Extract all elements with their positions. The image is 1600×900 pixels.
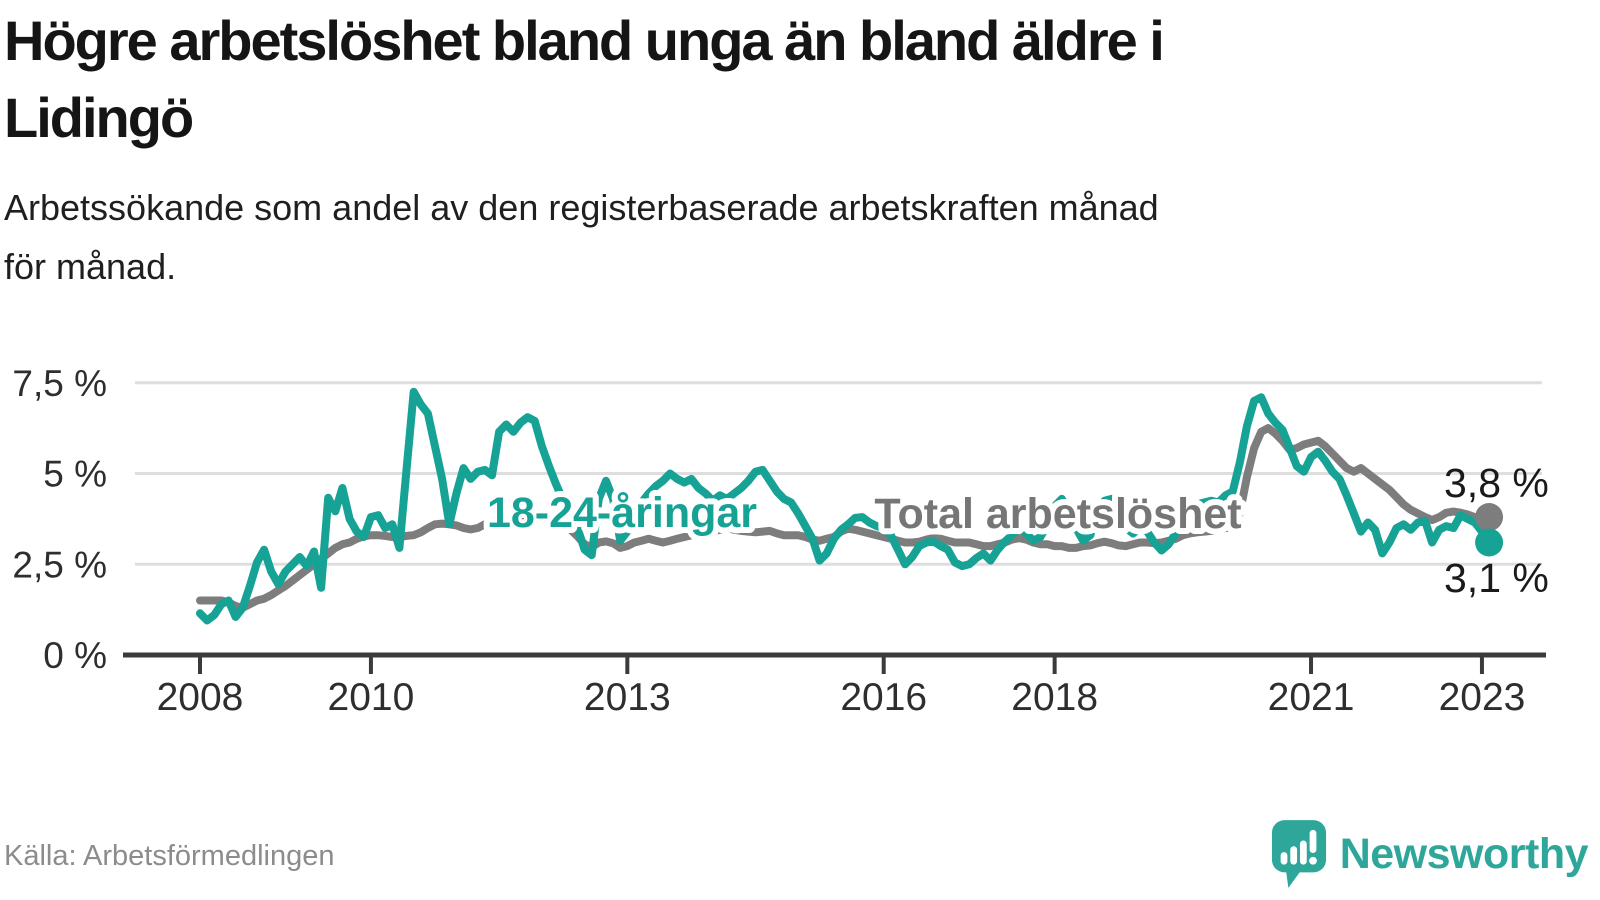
y-axis-labels: 0 % 2,5 % 5 % 7,5 % <box>12 363 107 676</box>
x-tick-label: 2023 <box>1439 676 1526 719</box>
end-dot-youth <box>1475 528 1504 557</box>
x-tick-label: 2018 <box>1011 676 1098 719</box>
y-tick-label: 5 % <box>43 454 107 495</box>
source-attribution: Källa: Arbetsförmedlingen <box>4 840 335 872</box>
subtitle-line-1: Arbetssökande som andel av den registerb… <box>4 187 1159 228</box>
newsworthy-logo-icon <box>1271 820 1326 888</box>
series-label-youth: 18-24-åringar <box>487 489 757 537</box>
y-tick-label: 2,5 % <box>12 544 107 585</box>
x-tick-label: 2021 <box>1268 676 1355 719</box>
x-tick-label: 2016 <box>840 676 927 719</box>
series-end-dots <box>1475 503 1504 557</box>
title-line-2: Lidingö <box>4 86 194 150</box>
chart-subtitle: Arbetssökande som andel av den registerb… <box>4 178 1544 297</box>
y-tick-label: 0 % <box>43 635 107 676</box>
x-tick-label: 2010 <box>328 676 415 719</box>
end-value-label-total: 3,8 % <box>1444 460 1549 506</box>
series-label-total: Total arbetslöshet <box>874 490 1241 538</box>
title-line-1: Högre arbetslöshet bland unga än bland ä… <box>4 9 1165 72</box>
x-axis-ticks <box>198 655 1484 674</box>
x-tick-label: 2008 <box>157 676 244 719</box>
x-axis-labels: 2008 2010 2013 2016 2018 2021 2023 <box>157 676 1526 719</box>
x-tick-label: 2013 <box>584 676 671 719</box>
end-value-label-youth: 3,1 % <box>1444 555 1549 601</box>
end-dot-total <box>1475 503 1504 532</box>
y-tick-label: 7,5 % <box>12 363 107 404</box>
series-lines <box>196 387 1494 625</box>
brand-footer: Newsworthy <box>1270 818 1589 890</box>
line-youth <box>196 387 1494 625</box>
brand-name: Newsworthy <box>1339 829 1589 878</box>
gridlines <box>135 381 1542 566</box>
page-title: Högre arbetslöshet bland unga än bland ä… <box>4 2 1534 157</box>
subtitle-line-2: för månad. <box>4 246 177 288</box>
